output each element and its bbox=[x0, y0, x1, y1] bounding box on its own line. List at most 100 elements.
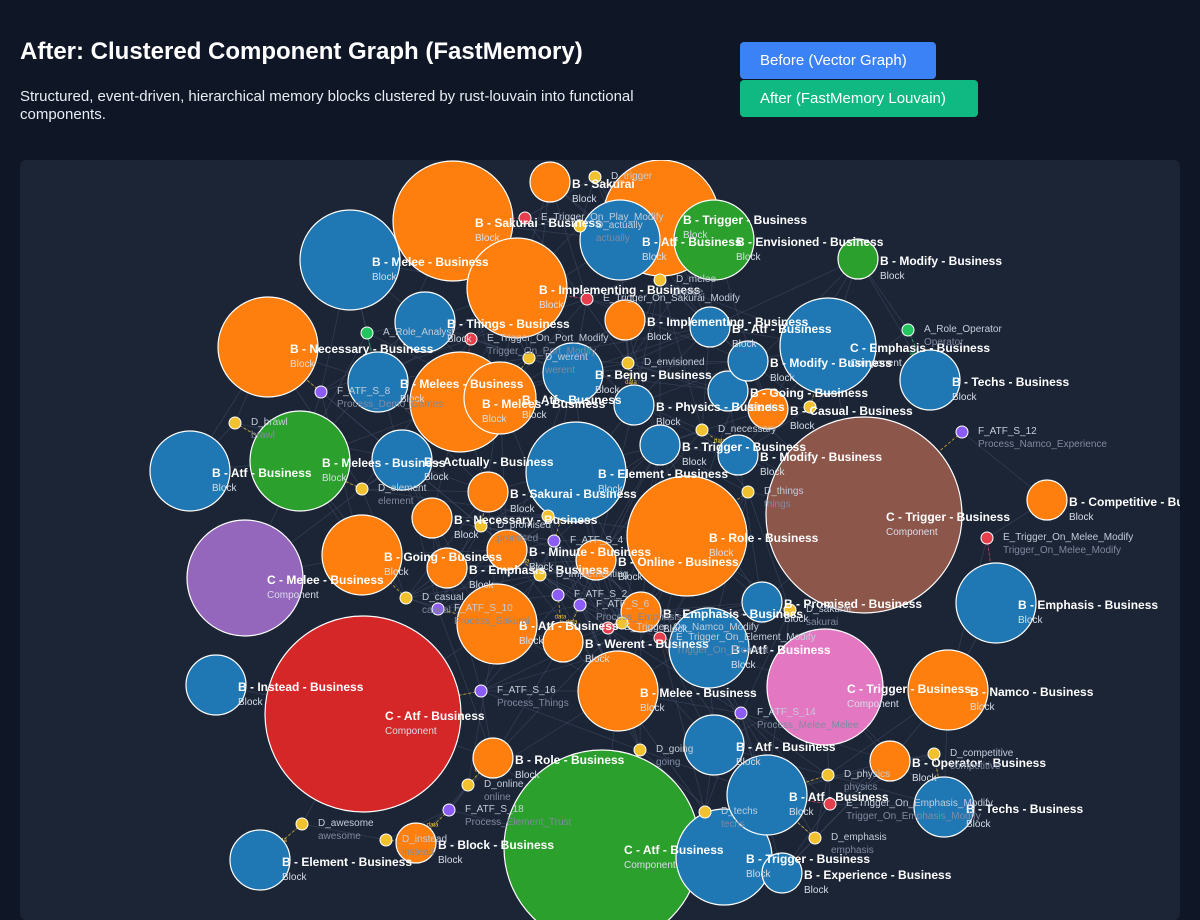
memory-node[interactable] bbox=[442, 803, 456, 817]
node-circle[interactable] bbox=[149, 430, 231, 512]
memory-node[interactable] bbox=[541, 509, 555, 523]
node-circle[interactable] bbox=[185, 654, 247, 716]
block-node[interactable] bbox=[604, 299, 646, 341]
block-node[interactable] bbox=[683, 714, 745, 776]
memory-node-dot[interactable] bbox=[533, 568, 547, 582]
block-node[interactable] bbox=[456, 583, 538, 665]
node-circle[interactable] bbox=[542, 342, 604, 404]
block-node[interactable] bbox=[525, 421, 627, 523]
node-circle[interactable] bbox=[766, 628, 884, 746]
block-node[interactable] bbox=[577, 650, 659, 732]
memory-node[interactable] bbox=[547, 534, 561, 548]
node-circle[interactable] bbox=[913, 776, 975, 838]
node-circle[interactable] bbox=[761, 852, 803, 894]
memory-node-dot[interactable] bbox=[741, 485, 755, 499]
node-circle[interactable] bbox=[1026, 479, 1068, 521]
block-node[interactable] bbox=[299, 209, 401, 311]
memory-node-dot[interactable] bbox=[653, 273, 667, 287]
block-node[interactable] bbox=[542, 621, 584, 663]
node-circle[interactable] bbox=[371, 429, 433, 491]
memory-node-dot[interactable] bbox=[633, 743, 647, 757]
node-circle[interactable] bbox=[779, 297, 877, 395]
before-vector-graph-button[interactable]: Before (Vector Graph) bbox=[740, 42, 936, 79]
memory-node-dot[interactable] bbox=[442, 803, 456, 817]
memory-node[interactable] bbox=[314, 385, 328, 399]
memory-node-dot[interactable] bbox=[541, 509, 555, 523]
memory-node-dot[interactable] bbox=[615, 616, 629, 630]
block-node[interactable] bbox=[620, 591, 662, 633]
node-circle[interactable] bbox=[575, 539, 617, 581]
memory-node-dot[interactable] bbox=[621, 356, 635, 370]
memory-node[interactable] bbox=[601, 621, 615, 635]
block-node[interactable] bbox=[395, 822, 437, 864]
memory-node-dot[interactable] bbox=[734, 706, 748, 720]
node-circle[interactable] bbox=[299, 209, 401, 311]
block-node[interactable] bbox=[371, 429, 433, 491]
block-node[interactable] bbox=[907, 649, 989, 731]
block-node[interactable] bbox=[689, 306, 731, 348]
block-node[interactable] bbox=[486, 529, 528, 571]
block-node[interactable] bbox=[613, 384, 655, 426]
memory-node-dot[interactable] bbox=[461, 778, 475, 792]
component-node[interactable] bbox=[765, 416, 963, 614]
node-circle[interactable] bbox=[747, 388, 789, 430]
memory-node[interactable] bbox=[551, 588, 565, 602]
memory-node[interactable] bbox=[653, 273, 667, 287]
memory-node[interactable] bbox=[821, 768, 835, 782]
memory-node-dot[interactable] bbox=[695, 423, 709, 437]
memory-graph[interactable]: datadataaccesseventdataeventdatadataeven… bbox=[20, 160, 1180, 920]
block-node[interactable] bbox=[837, 238, 879, 280]
node-circle[interactable] bbox=[620, 591, 662, 633]
block-node[interactable] bbox=[249, 410, 351, 512]
block-node[interactable] bbox=[426, 547, 468, 589]
memory-node[interactable] bbox=[588, 170, 602, 184]
memory-node[interactable] bbox=[461, 778, 475, 792]
node-circle[interactable] bbox=[717, 434, 759, 476]
memory-node-dot[interactable] bbox=[573, 219, 587, 233]
node-circle[interactable] bbox=[529, 161, 571, 203]
memory-node[interactable] bbox=[518, 211, 532, 225]
memory-node[interactable] bbox=[980, 531, 994, 545]
memory-node[interactable] bbox=[698, 805, 712, 819]
node-circle[interactable] bbox=[626, 475, 748, 597]
block-node[interactable] bbox=[472, 737, 514, 779]
block-node[interactable] bbox=[229, 829, 291, 891]
node-circle[interactable] bbox=[689, 306, 731, 348]
memory-node[interactable] bbox=[522, 351, 536, 365]
memory-node-dot[interactable] bbox=[821, 768, 835, 782]
node-circle[interactable] bbox=[741, 581, 783, 623]
block-node[interactable] bbox=[668, 607, 750, 689]
memory-node[interactable] bbox=[533, 568, 547, 582]
node-circle[interactable] bbox=[463, 361, 537, 435]
node-circle[interactable] bbox=[525, 421, 627, 523]
memory-node-dot[interactable] bbox=[573, 598, 587, 612]
memory-node-dot[interactable] bbox=[295, 817, 309, 831]
component-node[interactable] bbox=[264, 615, 462, 813]
block-node[interactable] bbox=[726, 754, 808, 836]
memory-node[interactable] bbox=[431, 602, 445, 616]
memory-node-dot[interactable] bbox=[980, 531, 994, 545]
node-circle[interactable] bbox=[907, 649, 989, 731]
block-node[interactable] bbox=[217, 296, 319, 398]
block-node[interactable] bbox=[321, 514, 403, 596]
memory-node-dot[interactable] bbox=[314, 385, 328, 399]
node-circle[interactable] bbox=[466, 237, 568, 339]
node-circle[interactable] bbox=[426, 547, 468, 589]
node-circle[interactable] bbox=[577, 650, 659, 732]
memory-node[interactable] bbox=[633, 743, 647, 757]
component-node[interactable] bbox=[766, 628, 884, 746]
memory-node[interactable] bbox=[823, 797, 837, 811]
node-circle[interactable] bbox=[899, 349, 961, 411]
memory-node[interactable] bbox=[615, 616, 629, 630]
block-node[interactable] bbox=[707, 370, 749, 412]
node-circle[interactable] bbox=[613, 384, 655, 426]
memory-node-dot[interactable] bbox=[522, 351, 536, 365]
block-node[interactable] bbox=[955, 562, 1037, 644]
block-node[interactable] bbox=[529, 161, 571, 203]
memory-node-dot[interactable] bbox=[823, 797, 837, 811]
memory-node-dot[interactable] bbox=[783, 603, 797, 617]
node-circle[interactable] bbox=[579, 199, 661, 281]
block-node[interactable] bbox=[626, 475, 748, 597]
memory-node-dot[interactable] bbox=[601, 621, 615, 635]
memory-node-dot[interactable] bbox=[379, 833, 393, 847]
